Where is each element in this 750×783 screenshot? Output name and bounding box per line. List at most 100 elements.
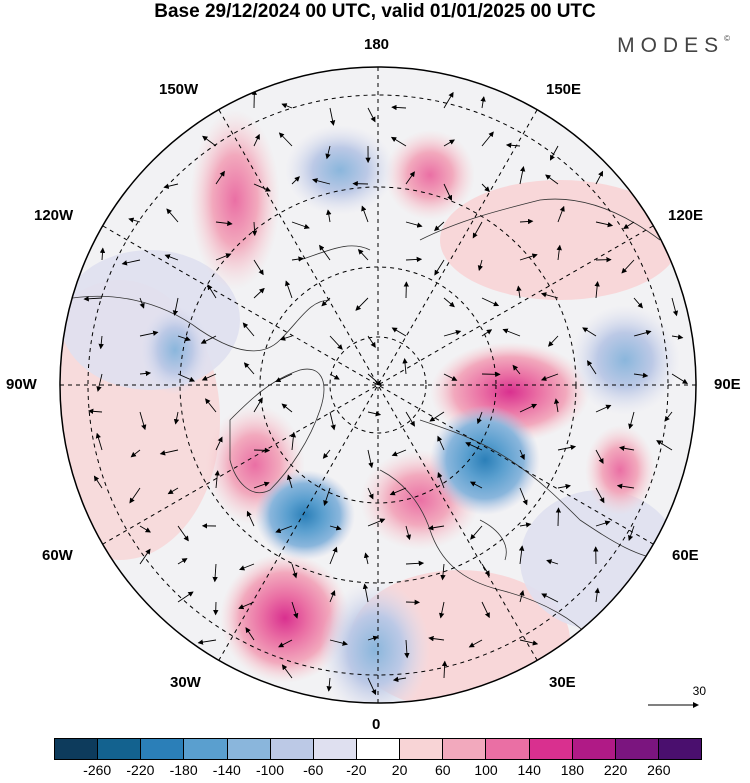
wind-arrow xyxy=(468,639,483,648)
wind-arrow xyxy=(286,474,293,489)
wind-arrow xyxy=(215,220,233,227)
wind-arrow xyxy=(159,449,179,456)
lon-label-90e: 90E xyxy=(714,376,741,393)
wind-arrow xyxy=(557,205,565,223)
colorbar-segment xyxy=(443,739,487,759)
colorbar-segment xyxy=(658,739,702,759)
weak-positive-area xyxy=(440,180,680,300)
wind-arrow xyxy=(139,370,152,377)
wind-arrow xyxy=(93,475,103,489)
colorbar-segment xyxy=(572,739,616,759)
colorbar-tick-label: 140 xyxy=(517,762,541,778)
wind-arrow xyxy=(477,259,484,271)
wind-arrow xyxy=(130,449,141,458)
colorbar-segment xyxy=(529,739,573,759)
map-title: Base 29/12/2024 00 UTC, valid 01/01/2025… xyxy=(154,1,596,22)
wind-arrow xyxy=(329,107,336,126)
wind-arrow xyxy=(367,487,374,500)
colorbar-tick-label: 100 xyxy=(474,762,498,778)
wind-arrow xyxy=(278,132,293,147)
wind-arrow xyxy=(177,591,194,603)
anomaly-center xyxy=(320,580,430,703)
wind-arrow xyxy=(212,563,218,583)
wind-arrow xyxy=(587,360,597,375)
wind-arrow xyxy=(329,335,343,350)
wind-arrow xyxy=(177,558,188,565)
wind-arrow xyxy=(173,411,180,425)
colorbar-tick-label: -220 xyxy=(126,762,155,778)
reference-vector-label: 30 xyxy=(692,684,706,698)
wind-arrow xyxy=(253,133,260,147)
wind-arrow xyxy=(440,563,446,581)
wind-arrow xyxy=(329,411,336,431)
wind-arrow xyxy=(556,244,562,261)
wind-arrow xyxy=(367,107,376,123)
wind-arrow xyxy=(519,449,525,461)
wind-arrow xyxy=(595,487,605,504)
wind-arrow xyxy=(555,507,562,527)
wind-arrow xyxy=(582,327,597,337)
wind-arrow xyxy=(437,435,445,451)
coastlines xyxy=(60,198,671,651)
wind-arrow xyxy=(553,398,560,413)
wind-arrow xyxy=(392,676,407,682)
wind-arrow xyxy=(253,447,271,454)
colorbar-segment xyxy=(356,739,401,759)
wind-arrow xyxy=(281,103,293,109)
wind-arrow xyxy=(325,145,331,160)
wind-arrow xyxy=(546,559,559,565)
wind-arrow xyxy=(362,583,369,603)
lon-label-60e: 60E xyxy=(672,547,699,564)
map-border xyxy=(59,66,697,704)
wind-arrow xyxy=(519,218,534,225)
wind-arrow xyxy=(139,548,151,565)
wind-arrow xyxy=(405,525,412,541)
lon-label-180: 180 xyxy=(364,36,390,53)
wind-arrow xyxy=(319,244,331,261)
anomaly-center xyxy=(140,305,210,395)
wind-arrow xyxy=(557,444,577,451)
wind-arrow xyxy=(83,296,103,302)
wind-arrow xyxy=(595,221,614,228)
wind-arrow xyxy=(98,335,104,350)
wind-arrow xyxy=(391,104,407,111)
wind-arrow xyxy=(278,639,293,648)
wind-arrow xyxy=(290,431,297,451)
wind-arrow xyxy=(476,411,483,425)
wind-arrow xyxy=(443,373,458,381)
wind-arrow xyxy=(239,563,255,571)
wind-arrow xyxy=(633,372,649,378)
wind-arrow xyxy=(279,335,293,341)
wind-arrow xyxy=(367,677,377,696)
wind-vectors xyxy=(83,89,688,696)
wind-arrow xyxy=(472,221,483,239)
wind-arrow xyxy=(253,183,271,192)
colorbar-tick-label: -20 xyxy=(346,762,367,778)
colorbar-segment xyxy=(486,739,530,759)
colorbar-tick-label: 220 xyxy=(603,762,628,778)
lon-label-30w: 30W xyxy=(170,674,201,691)
wind-arrow xyxy=(519,403,538,413)
wind-arrow xyxy=(621,259,635,274)
wind-arrow xyxy=(427,525,445,531)
colorbar-segment xyxy=(400,739,444,759)
wind-arrow xyxy=(215,253,232,261)
wind-arrow xyxy=(519,639,539,646)
wind-arrow xyxy=(326,677,332,692)
wind-arrow xyxy=(326,209,332,223)
wind-arrow xyxy=(275,525,293,534)
colorbar-tick-label: -260 xyxy=(83,762,112,778)
wind-arrow xyxy=(656,440,673,451)
wind-arrow xyxy=(405,411,415,427)
wind-arrow xyxy=(505,142,521,148)
wind-arrow xyxy=(481,601,490,619)
wind-arrow xyxy=(177,373,196,382)
colorbar-segment xyxy=(98,739,142,759)
weak-negative-area xyxy=(520,490,680,630)
wind-arrow xyxy=(253,287,265,299)
colorbar-tick-label: -60 xyxy=(303,762,324,778)
wind-arrow xyxy=(481,297,500,307)
wind-arrow xyxy=(99,247,106,261)
colorbar-tick-label: -140 xyxy=(212,762,241,778)
colorbar-tick-label: 260 xyxy=(647,762,671,778)
